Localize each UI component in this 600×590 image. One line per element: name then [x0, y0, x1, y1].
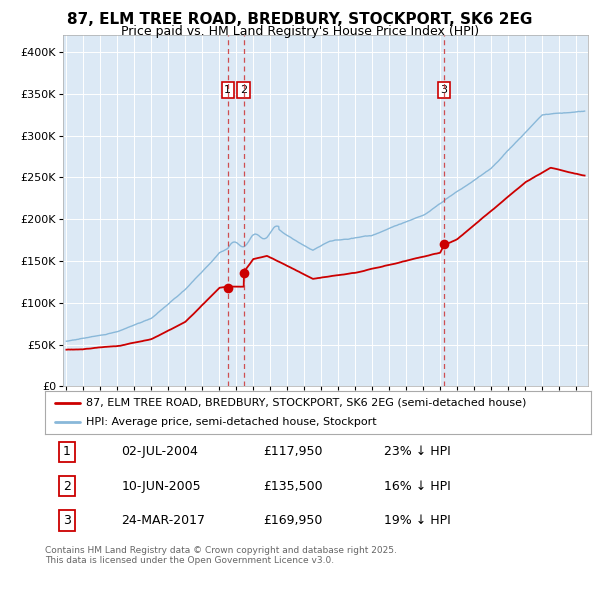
Text: 87, ELM TREE ROAD, BREDBURY, STOCKPORT, SK6 2EG: 87, ELM TREE ROAD, BREDBURY, STOCKPORT, … — [67, 12, 533, 27]
Text: Price paid vs. HM Land Registry's House Price Index (HPI): Price paid vs. HM Land Registry's House … — [121, 25, 479, 38]
Text: 1: 1 — [63, 445, 71, 458]
Text: Contains HM Land Registry data © Crown copyright and database right 2025.
This d: Contains HM Land Registry data © Crown c… — [45, 546, 397, 565]
Text: 10-JUN-2005: 10-JUN-2005 — [121, 480, 201, 493]
Text: 2: 2 — [63, 480, 71, 493]
Text: 1: 1 — [224, 85, 232, 95]
Text: 16% ↓ HPI: 16% ↓ HPI — [383, 480, 450, 493]
Text: 3: 3 — [440, 85, 448, 95]
Text: £117,950: £117,950 — [263, 445, 323, 458]
Text: 23% ↓ HPI: 23% ↓ HPI — [383, 445, 450, 458]
Text: 02-JUL-2004: 02-JUL-2004 — [121, 445, 199, 458]
Text: 24-MAR-2017: 24-MAR-2017 — [121, 514, 205, 527]
Text: £169,950: £169,950 — [263, 514, 323, 527]
Text: 87, ELM TREE ROAD, BREDBURY, STOCKPORT, SK6 2EG (semi-detached house): 87, ELM TREE ROAD, BREDBURY, STOCKPORT, … — [86, 398, 526, 408]
Text: 2: 2 — [240, 85, 247, 95]
Text: HPI: Average price, semi-detached house, Stockport: HPI: Average price, semi-detached house,… — [86, 417, 377, 427]
Text: 3: 3 — [63, 514, 71, 527]
Text: £135,500: £135,500 — [263, 480, 323, 493]
Text: 19% ↓ HPI: 19% ↓ HPI — [383, 514, 450, 527]
